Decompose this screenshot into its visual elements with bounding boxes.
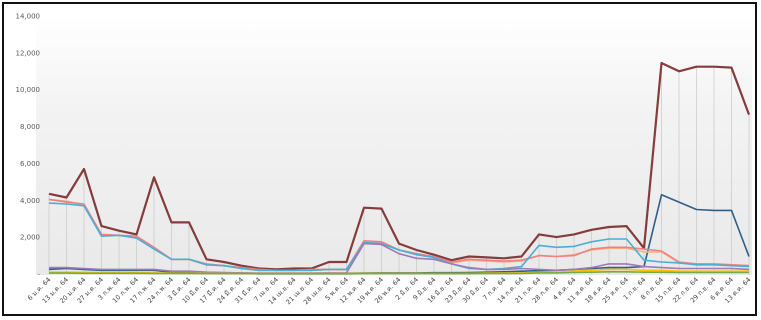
- y-tick-label: 10,000: [16, 86, 41, 94]
- series-group: [48, 61, 751, 275]
- y-tick-label: -: [37, 271, 40, 279]
- y-tick-label: 2,000: [20, 234, 40, 242]
- y-axis-ticks: - 2,000 4,000 6,000 8,000 10,000 12,000 14,000: [16, 13, 41, 279]
- y-tick-label: 8,000: [20, 123, 40, 131]
- y-tick-label: 6,000: [20, 160, 40, 168]
- chart-frame: -2,000 4,000 6,000 8,000 10,000 12,000 14,000 …: [2, 2, 757, 316]
- y-tick-label: 4,000: [20, 197, 40, 205]
- y-tick-label: 14,000: [16, 13, 41, 21]
- series-line-8: [49, 270, 749, 275]
- line-chart: -2,0004,0006,0008,00010,00012,00014,000 …: [16, 13, 753, 307]
- series-line-1: [48, 61, 751, 271]
- y-tick-label: 12,000: [16, 49, 41, 57]
- series-line-6: [49, 242, 750, 274]
- series-line-5: [48, 202, 750, 272]
